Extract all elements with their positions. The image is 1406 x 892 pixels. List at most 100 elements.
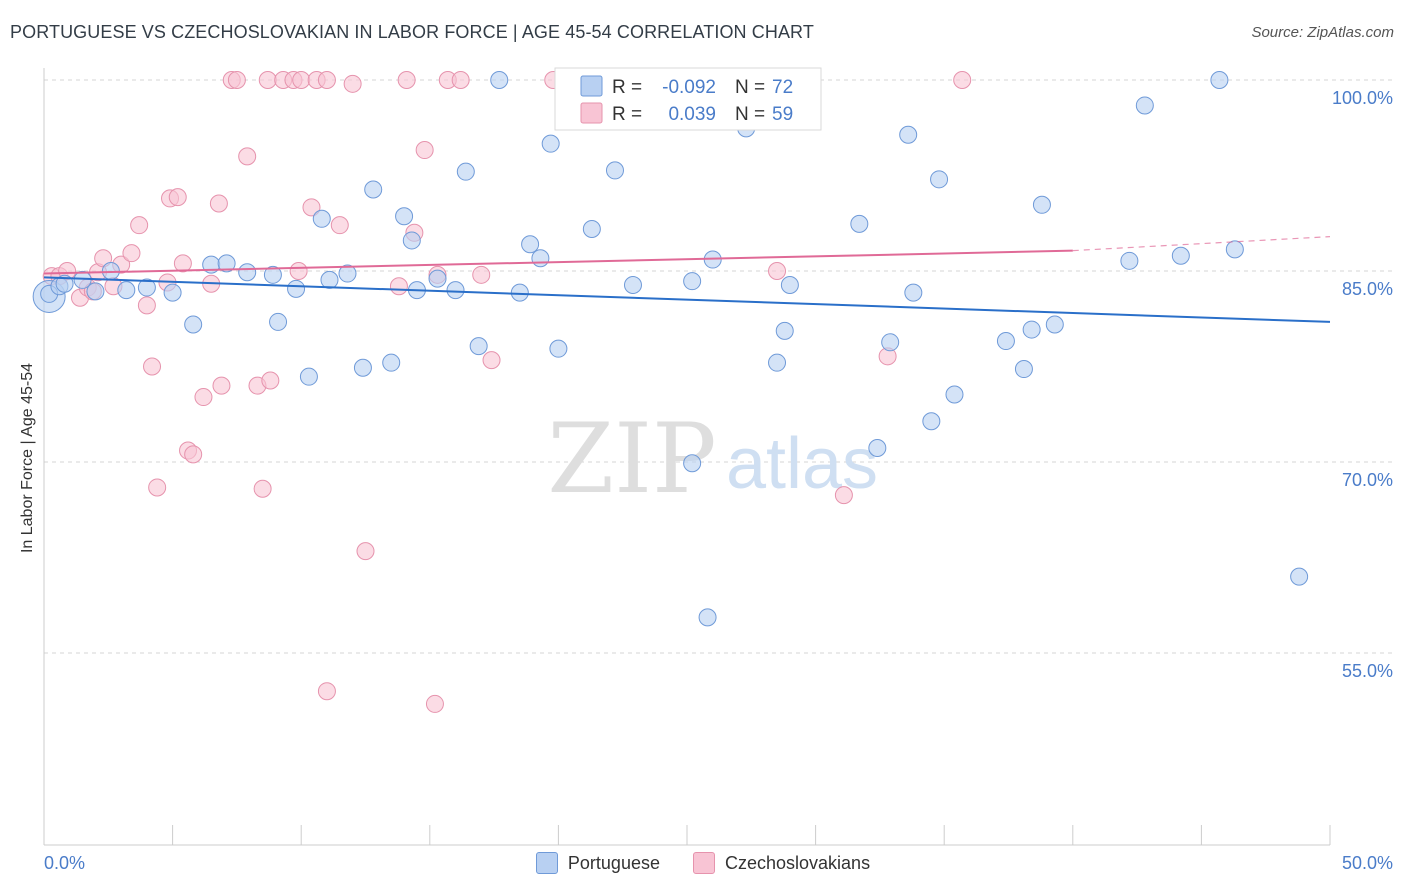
legend-item-czechoslovakians[interactable]: Czechoslovakians bbox=[693, 852, 870, 874]
portuguese-point-18 bbox=[320, 270, 339, 289]
legend-box-swatch-0 bbox=[580, 75, 603, 97]
portuguese-point-57 bbox=[1014, 360, 1033, 379]
portuguese-point-13 bbox=[263, 265, 282, 284]
czech-point-36 bbox=[302, 198, 321, 217]
czech-point-26 bbox=[227, 71, 246, 89]
portuguese-point-29 bbox=[469, 337, 488, 356]
legend-n-value-0: 72 bbox=[772, 77, 793, 98]
portuguese-point-33 bbox=[531, 249, 550, 268]
legend-r-label-1: R = bbox=[612, 104, 642, 125]
portuguese-point-32 bbox=[521, 235, 540, 254]
legend-swatch-czechoslovakians bbox=[693, 852, 715, 874]
portuguese-point-30 bbox=[490, 71, 509, 89]
legend-r-label-0: R = bbox=[612, 77, 642, 98]
czech-point-41 bbox=[343, 74, 362, 93]
portuguese-point-38 bbox=[623, 276, 642, 295]
czech-point-11 bbox=[130, 216, 149, 235]
czech-trend-line bbox=[43, 249, 1073, 275]
y-tick-label-85: 85.0% bbox=[1342, 279, 1393, 299]
portuguese-point-56 bbox=[996, 332, 1015, 351]
portuguese-point-34 bbox=[541, 134, 560, 153]
portuguese-point-46 bbox=[775, 321, 794, 340]
portuguese-point-28 bbox=[456, 162, 475, 181]
legend-n-value-1: 59 bbox=[772, 104, 793, 125]
czech-point-12 bbox=[137, 296, 156, 315]
portuguese-point-63 bbox=[1171, 246, 1190, 265]
portuguese-point-48 bbox=[850, 214, 869, 233]
czech-point-35 bbox=[292, 71, 311, 89]
y-tick-label-55: 55.0% bbox=[1342, 661, 1393, 681]
portuguese-point-52 bbox=[904, 283, 923, 302]
grid-lines bbox=[44, 79, 1393, 654]
czech-point-56 bbox=[834, 486, 853, 505]
czech-point-52 bbox=[482, 351, 501, 370]
czech-point-39 bbox=[317, 682, 336, 701]
czech-point-30 bbox=[258, 71, 277, 89]
bottom-legend: Portuguese Czechoslovakians bbox=[0, 852, 1406, 879]
legend-n-label-1: N = bbox=[735, 104, 765, 125]
czech-point-14 bbox=[148, 478, 167, 497]
portuguese-point-39 bbox=[683, 272, 702, 291]
portuguese-point-23 bbox=[395, 207, 414, 226]
czech-point-58 bbox=[953, 71, 972, 89]
czech-point-20 bbox=[184, 445, 203, 464]
portuguese-trend-line bbox=[43, 276, 1331, 323]
czech-point-51 bbox=[472, 265, 491, 284]
portuguese-point-58 bbox=[1022, 320, 1041, 339]
portuguese-point-66 bbox=[1290, 567, 1309, 586]
czech-point-43 bbox=[389, 277, 408, 296]
portuguese-point-11 bbox=[217, 254, 236, 273]
portuguese-point-47 bbox=[780, 276, 799, 295]
portuguese-point-2 bbox=[55, 274, 74, 293]
portuguese-point-31 bbox=[510, 283, 529, 302]
y-tick-label-70: 70.0% bbox=[1342, 470, 1393, 490]
legend-n-label-0: N = bbox=[735, 77, 765, 98]
portuguese-point-45 bbox=[768, 353, 787, 372]
legend-box: R = -0.092 N = 72 R = 0.039 N = 59 bbox=[554, 67, 822, 131]
czech-point-17 bbox=[168, 188, 187, 207]
czech-point-50 bbox=[451, 71, 470, 89]
portuguese-point-7 bbox=[137, 278, 156, 297]
portuguese-point-40 bbox=[683, 454, 702, 473]
portuguese-point-12 bbox=[238, 263, 257, 282]
x-tick-label-max: 50.0% bbox=[1342, 853, 1393, 873]
portuguese-point-8 bbox=[163, 283, 182, 302]
portuguese-point-51 bbox=[899, 125, 918, 144]
czech-point-47 bbox=[425, 694, 444, 713]
portuguese-point-37 bbox=[605, 161, 624, 180]
czech-points bbox=[42, 71, 972, 713]
czech-point-10 bbox=[122, 244, 141, 263]
portuguese-point-36 bbox=[582, 219, 601, 238]
watermark-atlas: atlas bbox=[726, 424, 878, 504]
legend-r-value-0: -0.092 bbox=[662, 77, 716, 98]
legend-label-portuguese: Portuguese bbox=[567, 852, 660, 873]
legend-item-portuguese[interactable]: Portuguese bbox=[535, 852, 660, 874]
czech-point-29 bbox=[253, 479, 272, 498]
x-tick-label-min: 0.0% bbox=[44, 853, 85, 873]
czech-point-13 bbox=[143, 357, 162, 376]
tick-labels: 55.0% 70.0% 85.0% 100.0% 0.0% 50.0% bbox=[44, 88, 1393, 873]
portuguese-point-26 bbox=[428, 269, 447, 288]
czech-point-38 bbox=[317, 71, 336, 89]
portuguese-point-41 bbox=[698, 608, 717, 627]
czech-point-27 bbox=[238, 147, 257, 166]
portuguese-point-54 bbox=[930, 170, 949, 189]
portuguese-point-60 bbox=[1045, 315, 1064, 334]
portuguese-point-62 bbox=[1135, 96, 1154, 115]
legend-r-value-1: 0.039 bbox=[668, 104, 716, 125]
portuguese-point-27 bbox=[446, 281, 465, 300]
portuguese-point-59 bbox=[1032, 195, 1051, 214]
watermark: ZIP atlas bbox=[547, 403, 878, 515]
portuguese-point-15 bbox=[287, 279, 306, 298]
legend-label-czechoslovakians: Czechoslovakians bbox=[725, 852, 871, 873]
portuguese-point-61 bbox=[1120, 251, 1139, 270]
portuguese-point-17 bbox=[312, 209, 331, 228]
portuguese-point-65 bbox=[1225, 240, 1244, 259]
y-axis-label: In Labor Force | Age 45-54 bbox=[19, 362, 36, 554]
czech-point-40 bbox=[330, 216, 349, 235]
portuguese-point-20 bbox=[353, 358, 372, 377]
czech-point-46 bbox=[415, 141, 434, 160]
czech-trend-extension bbox=[1072, 236, 1331, 252]
czech-point-24 bbox=[212, 376, 231, 395]
czech-point-21 bbox=[194, 388, 213, 407]
